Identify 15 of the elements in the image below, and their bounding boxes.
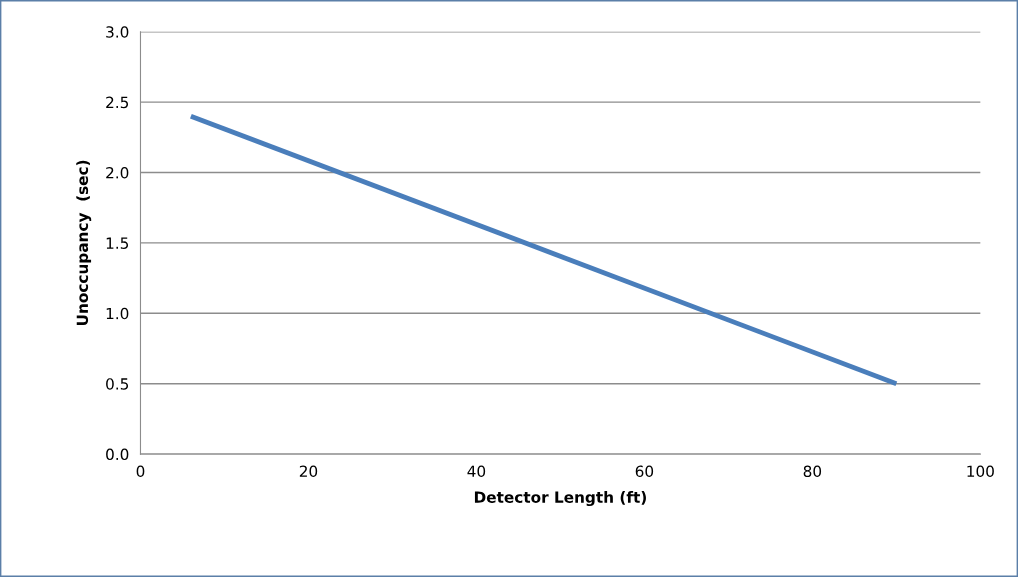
y-tick-label: 1.5	[106, 237, 129, 249]
x-tick-label: 20	[299, 465, 318, 478]
x-axis-title: Detector Length (ft)	[474, 491, 646, 507]
x-tick-label: 0	[136, 465, 145, 478]
y-tick-label: 2.5	[106, 96, 129, 109]
x-tick-label: 40	[467, 465, 486, 478]
y-tick-label: 2.0	[106, 166, 129, 179]
y-axis-title: Unoccupancy (sec)	[76, 160, 92, 326]
x-tick-label: 100	[967, 465, 994, 478]
x-tick-label: 60	[635, 465, 654, 478]
y-tick-label: 0.5	[106, 378, 129, 390]
y-tick-label: 3.0	[106, 26, 129, 38]
y-tick-label: 1.0	[106, 307, 129, 320]
x-tick-label: 80	[803, 465, 822, 478]
y-tick-label: 0.0	[106, 448, 129, 461]
